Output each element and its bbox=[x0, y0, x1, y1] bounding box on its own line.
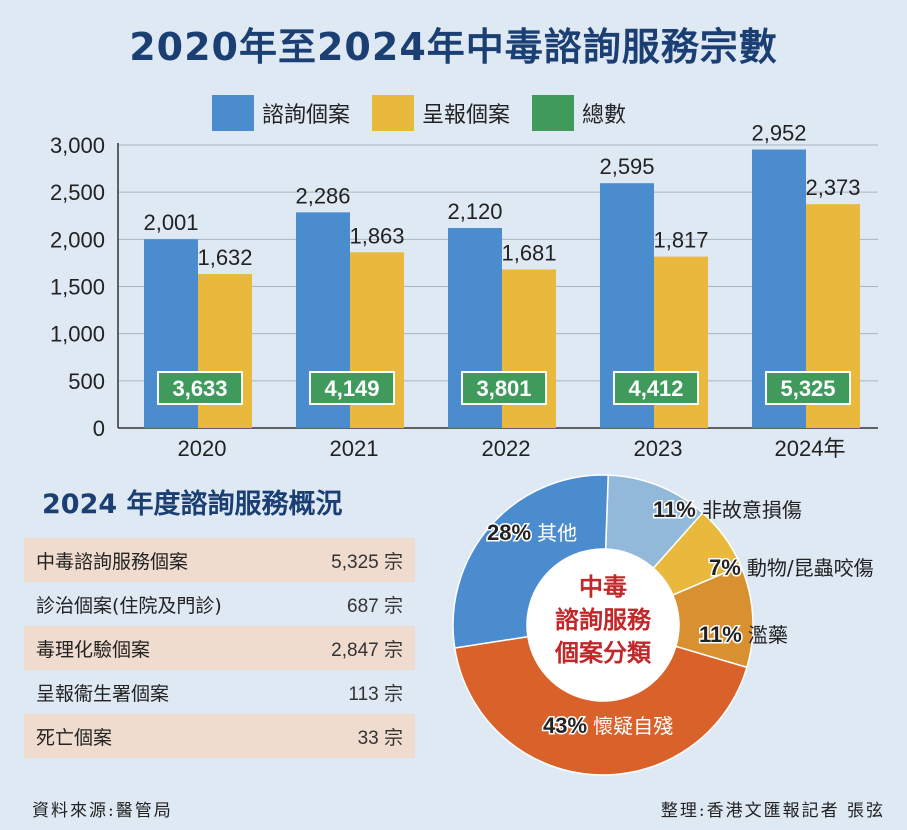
overview-table: 中毒諮詢服務個案 5,325 宗 診治個案(住院及門診) 687 宗 毒理化驗個案 2… bbox=[24, 538, 415, 758]
donut-label: 28% 其他 bbox=[487, 520, 577, 545]
row-value: 113 宗 bbox=[348, 683, 403, 705]
row-label: 毒理化驗個案 bbox=[36, 638, 151, 661]
legend-item-reported: 呈報個案 bbox=[372, 95, 510, 131]
legend-swatch-total bbox=[532, 95, 575, 131]
donut-pct: 43% bbox=[543, 713, 593, 738]
donut-category: 其他 bbox=[537, 521, 577, 545]
legend-swatch-consult bbox=[212, 95, 254, 131]
row-value: 2,847 宗 bbox=[331, 639, 403, 661]
y-tick-label: 2,500 bbox=[50, 180, 105, 205]
bar-value-label: 2,373 bbox=[805, 175, 860, 200]
credit-note: 整理:香港文匯報記者 張弦 bbox=[660, 801, 885, 821]
x-tick-label: 2024年 bbox=[775, 436, 846, 461]
donut-label: 7% 動物/昆蟲咬傷 bbox=[709, 555, 874, 580]
total-badge bbox=[461, 371, 547, 405]
row-label: 診治個案(住院及門診) bbox=[36, 594, 222, 617]
donut-pct: 7% bbox=[709, 555, 747, 580]
chart-legend: 諮詢個案 呈報個案 總數 bbox=[212, 95, 648, 131]
bar-value-label: 2,001 bbox=[143, 210, 198, 235]
donut-hole bbox=[527, 549, 679, 701]
legend-item-consult: 諮詢個案 bbox=[212, 95, 350, 131]
donut-category: 懷疑自殘 bbox=[593, 714, 673, 738]
legend-label-consult: 諮詢個案 bbox=[262, 103, 351, 128]
bar-value-label: 1,632 bbox=[197, 245, 252, 270]
legend-label-reported: 呈報個案 bbox=[422, 103, 511, 128]
donut-category: 動物/昆蟲咬傷 bbox=[747, 556, 874, 580]
donut-pct: 28% bbox=[487, 520, 537, 545]
bar-chart: 0 500 1,000 1,500 2,000 2,500 3,000 2,001 1,632 3… bbox=[50, 121, 878, 461]
x-tick-label: 2020 bbox=[178, 436, 227, 461]
donut-center-title: 中毒 bbox=[579, 574, 627, 601]
donut-label: 11% 濫藥 bbox=[699, 622, 788, 647]
donut-category: 非故意損傷 bbox=[702, 498, 802, 522]
bar-value-label: 2,952 bbox=[751, 121, 806, 146]
page-title: 2020年至2024年中毒諮詢服務宗數 bbox=[129, 25, 778, 69]
total-value-label: 5,325 bbox=[780, 376, 835, 401]
total-badge bbox=[157, 371, 243, 405]
donut-pct: 11% bbox=[699, 622, 748, 647]
donut-label: 43% 懷疑自殘 bbox=[543, 713, 673, 738]
row-label: 死亡個案 bbox=[36, 726, 113, 749]
y-tick-label: 1,000 bbox=[50, 322, 105, 347]
y-tick-label: 0 bbox=[93, 416, 105, 441]
donut-center-title: 個案分類 bbox=[554, 639, 652, 667]
table-row: 呈報衞生署個案 113 宗 bbox=[24, 670, 415, 714]
row-label: 中毒諮詢服務個案 bbox=[36, 550, 189, 573]
row-label: 呈報衞生署個案 bbox=[36, 682, 170, 705]
total-value-label: 3,801 bbox=[476, 376, 531, 401]
total-value-label: 3,633 bbox=[172, 376, 227, 401]
bar-value-label: 1,817 bbox=[653, 228, 708, 253]
legend-item-total: 總數 bbox=[532, 95, 626, 131]
y-tick-label: 2,000 bbox=[50, 227, 105, 252]
total-badge bbox=[765, 371, 851, 405]
table-row: 死亡個案 33 宗 bbox=[24, 714, 415, 758]
row-value: 687 宗 bbox=[347, 595, 403, 617]
overview-title: 2024 年度諮詢服務概況 bbox=[42, 489, 343, 520]
donut-pct: 11% bbox=[653, 497, 702, 522]
bar-value-label: 2,120 bbox=[447, 199, 502, 224]
x-tick-label: 2022 bbox=[482, 436, 531, 461]
donut-category: 濫藥 bbox=[748, 623, 788, 647]
y-tick-label: 1,500 bbox=[50, 275, 105, 300]
y-tick-label: 3,000 bbox=[50, 133, 105, 158]
legend-label-total: 總數 bbox=[582, 103, 627, 128]
total-badge bbox=[613, 371, 699, 405]
legend-swatch-reported bbox=[372, 95, 415, 131]
row-value: 33 宗 bbox=[357, 727, 403, 749]
x-tick-label: 2023 bbox=[634, 436, 683, 461]
bar-value-label: 1,681 bbox=[501, 240, 556, 265]
total-value-label: 4,149 bbox=[324, 376, 379, 401]
bar-value-label: 2,286 bbox=[295, 183, 350, 208]
donut-center-title: 諮詢服務 bbox=[555, 606, 652, 634]
table-row: 診治個案(住院及門診) 687 宗 bbox=[24, 582, 415, 626]
source-note: 資料來源:醫管局 bbox=[32, 801, 173, 821]
bar-value-label: 1,863 bbox=[349, 223, 404, 248]
bar-value-label: 2,595 bbox=[599, 154, 654, 179]
x-tick-label: 2021 bbox=[330, 436, 379, 461]
y-tick-label: 500 bbox=[68, 369, 105, 394]
row-value: 5,325 宗 bbox=[331, 551, 403, 573]
table-row: 毒理化驗個案 2,847 宗 bbox=[24, 626, 415, 670]
total-value-label: 4,412 bbox=[628, 376, 683, 401]
total-badge bbox=[309, 371, 395, 405]
table-row: 中毒諮詢服務個案 5,325 宗 bbox=[24, 538, 415, 582]
donut-label: 11% 非故意損傷 bbox=[653, 497, 802, 522]
